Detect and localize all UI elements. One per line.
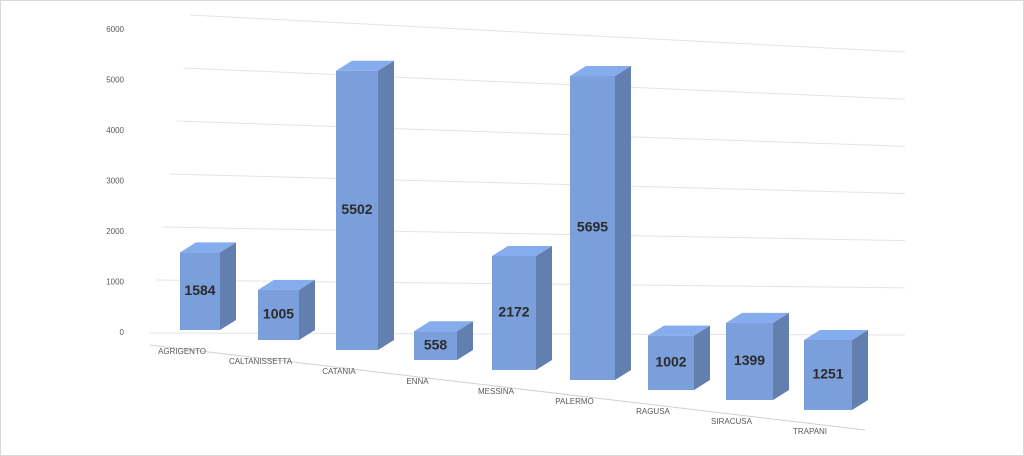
value-label: 1584 <box>184 282 215 298</box>
bar-top <box>804 329 868 340</box>
x-tick-label: ENNA <box>406 377 429 386</box>
y-tick-label: 2000 <box>106 227 124 236</box>
floor-line <box>149 344 866 431</box>
y-tick-label: 5000 <box>106 76 124 85</box>
bar-side <box>852 329 868 410</box>
value-label: 558 <box>424 336 448 352</box>
x-tick-label: AGRIGENTO <box>158 347 206 356</box>
value-label: 1251 <box>812 366 843 382</box>
bar-side <box>220 242 236 330</box>
bar-side <box>615 66 631 381</box>
value-label: 2172 <box>498 304 529 320</box>
y-tick-label: 6000 <box>106 25 124 34</box>
bar-side <box>378 60 394 350</box>
bar-top <box>570 66 631 77</box>
x-tick-label: CALTANISSETTA <box>229 357 293 366</box>
bar <box>570 76 615 381</box>
value-label: 1399 <box>734 352 765 368</box>
bar-side <box>299 279 315 340</box>
bar-top <box>726 312 789 323</box>
y-tick-label: 1000 <box>106 278 124 287</box>
grid-line <box>163 226 906 242</box>
bar-top <box>258 279 315 290</box>
value-label: 1002 <box>655 354 686 370</box>
bar <box>414 331 457 360</box>
bar-top <box>414 321 473 332</box>
x-tick-label: SIRACUSA <box>711 417 753 426</box>
bar <box>492 255 536 370</box>
y-tick-label: 0 <box>120 328 125 337</box>
grid-line <box>169 173 906 194</box>
value-label: 5695 <box>577 219 608 235</box>
bar-top <box>336 60 394 71</box>
x-tick-label: CATANIA <box>322 367 356 376</box>
bar <box>336 70 378 350</box>
bar-top <box>180 242 236 253</box>
bar-side <box>773 312 789 400</box>
value-label: 1005 <box>263 306 294 322</box>
bar <box>804 339 852 410</box>
y-tick-label: 3000 <box>106 177 124 186</box>
bar <box>648 335 694 390</box>
bar-side <box>536 245 552 370</box>
x-tick-label: RAGUSA <box>636 407 670 416</box>
value-label: 5502 <box>341 201 372 217</box>
grid-line <box>189 14 906 53</box>
bar <box>258 289 299 340</box>
x-tick-label: TRAPANI <box>793 427 827 436</box>
bar <box>180 252 220 330</box>
x-tick-label: PALERMO <box>555 397 594 406</box>
grid-line <box>176 120 906 147</box>
bar-top <box>492 245 552 256</box>
bar-top <box>648 325 710 336</box>
x-tick-label: MESSINA <box>478 387 515 396</box>
grid-line <box>183 67 906 100</box>
bar-side <box>694 325 710 390</box>
y-tick-label: 4000 <box>106 126 124 135</box>
bar <box>726 322 773 400</box>
bar-side <box>457 321 473 360</box>
